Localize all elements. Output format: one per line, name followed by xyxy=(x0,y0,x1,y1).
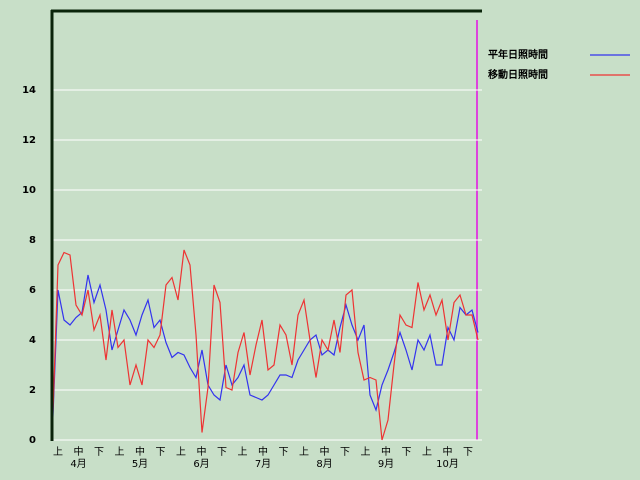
x-tick-label: 中 xyxy=(381,445,391,458)
y-tick-label: 12 xyxy=(22,135,36,146)
x-tick-label: 下 xyxy=(94,447,104,458)
x-tick-label: 上 xyxy=(176,446,186,458)
month-label: 8月 xyxy=(316,458,332,470)
y-tick-label: 8 xyxy=(29,235,36,246)
month-label: 10月 xyxy=(436,458,459,470)
month-label: 4月 xyxy=(70,458,86,470)
x-tick-label: 中 xyxy=(135,445,145,458)
x-tick-label: 下 xyxy=(156,447,166,458)
month-label: 6月 xyxy=(193,458,209,470)
x-tick-label: 中 xyxy=(320,445,330,458)
x-tick-label: 上 xyxy=(238,446,248,458)
legend-label: 平年日照時間 xyxy=(488,48,548,61)
month-label: 9月 xyxy=(378,458,394,470)
month-label: 7月 xyxy=(255,458,271,470)
y-tick-label: 10 xyxy=(22,185,36,196)
y-tick-label: 4 xyxy=(29,335,36,346)
series-line xyxy=(51,274,479,441)
x-tick-label: 中 xyxy=(443,445,453,458)
x-tick-label: 上 xyxy=(299,446,309,458)
x-tick-label: 下 xyxy=(463,447,473,458)
legend-label: 移動日照時間 xyxy=(488,68,548,81)
x-tick-label: 下 xyxy=(217,447,227,458)
y-tick-label: 0 xyxy=(29,435,36,446)
x-tick-label: 上 xyxy=(115,446,125,458)
y-tick-label: 6 xyxy=(29,285,36,296)
x-tick-label: 下 xyxy=(279,447,289,458)
y-tick-label: 14 xyxy=(22,85,36,96)
x-tick-label: 中 xyxy=(197,445,207,458)
x-tick-label: 上 xyxy=(53,446,63,458)
x-tick-label: 上 xyxy=(422,446,432,458)
month-label: 5月 xyxy=(132,458,148,470)
x-tick-label: 中 xyxy=(74,445,84,458)
y-tick-label: 2 xyxy=(29,385,36,396)
x-tick-label: 中 xyxy=(258,445,268,458)
x-tick-label: 上 xyxy=(361,446,371,458)
series-line xyxy=(51,249,479,441)
x-tick-label: 下 xyxy=(340,447,350,458)
x-tick-label: 下 xyxy=(402,447,412,458)
